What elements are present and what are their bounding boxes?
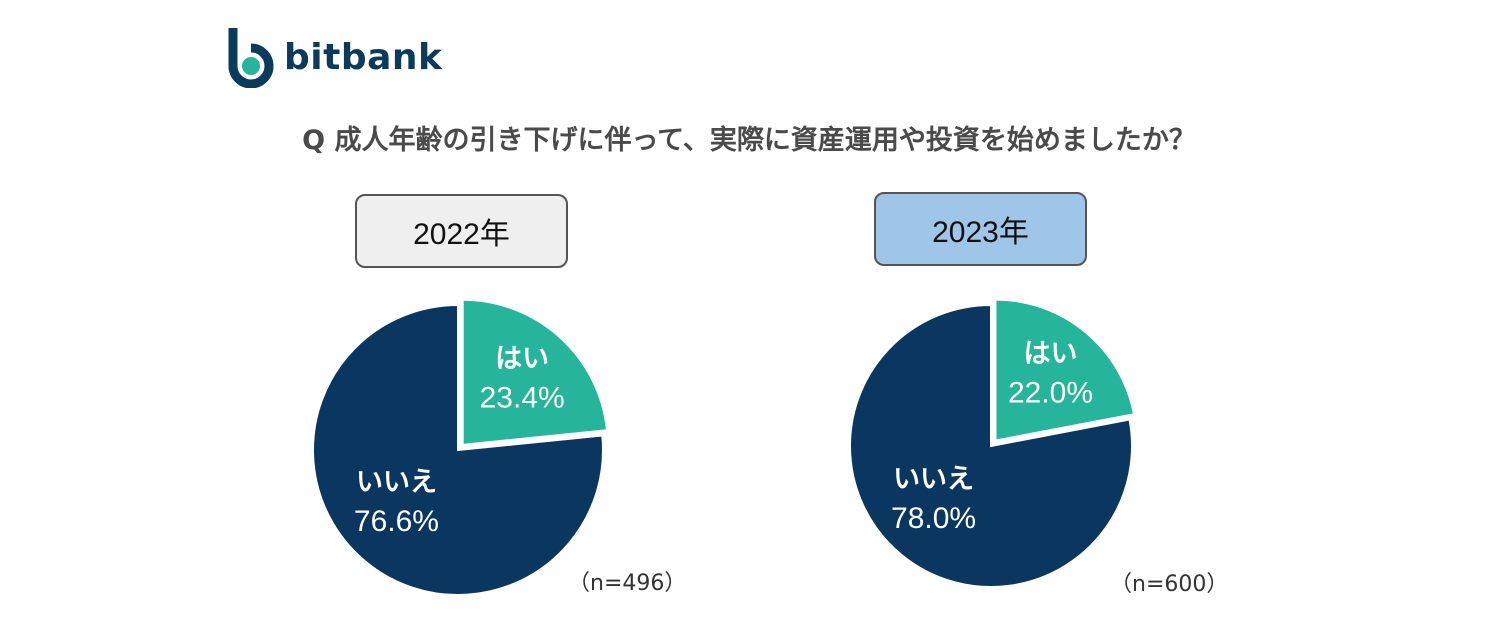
pie-slice-0-1 (312, 303, 604, 596)
pie-slice-label-0-0: はい (495, 343, 549, 374)
pie-slice-value-0-0: 23.4% (480, 381, 565, 414)
pie-slice-label-0-1: いいえ (356, 467, 437, 498)
pie-slice-1-0 (994, 298, 1136, 442)
sample-size-2022: （n=496） (568, 571, 687, 596)
brand-name: bitbank (284, 36, 443, 78)
pie-slice-1-1 (849, 303, 1133, 588)
bitbank-logo-icon (228, 28, 274, 88)
pie-slice-value-1-0: 22.0% (1008, 376, 1093, 409)
pie-slice-label-1-0: はい (1024, 338, 1078, 369)
pie-slice-0-0 (461, 298, 609, 446)
pie-slice-value-1-1: 78.0% (891, 502, 976, 535)
brand-logo: bitbank (228, 26, 442, 88)
pie-slice-value-0-1: 76.6% (354, 505, 439, 538)
pie-slice-label-1-1: いいえ (893, 464, 974, 495)
sample-size-2023: （n=600） (1110, 572, 1229, 597)
year-label-2022: 2022年 (355, 194, 568, 268)
question-title: Q 成人年齢の引き下げに伴って、実際に資産運用や投資を始めましたか？ (302, 125, 1196, 156)
year-label-2023: 2023年 (874, 192, 1087, 266)
